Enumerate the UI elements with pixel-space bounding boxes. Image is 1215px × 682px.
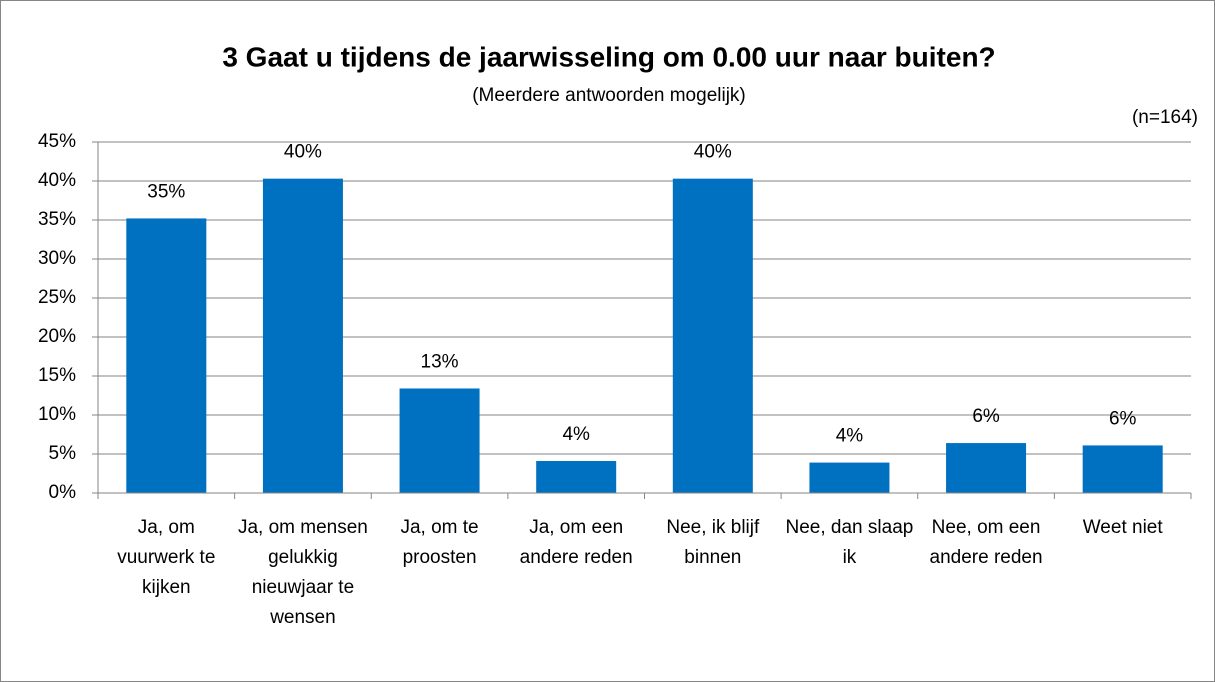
bar (946, 443, 1027, 493)
y-tick-label: 25% (38, 287, 76, 308)
bar (399, 388, 480, 493)
y-tick-label: 0% (49, 482, 77, 503)
data-label: 35% (147, 181, 185, 202)
bar (809, 462, 890, 493)
y-tick-label: 30% (38, 248, 76, 269)
x-tick-label: Ja, om een andere reden (519, 517, 633, 568)
x-tick-label: Ja, om te proosten (400, 517, 479, 568)
data-label: 40% (694, 142, 732, 163)
chart-subtitle: (Meerdere antwoorden mogelijk) (472, 85, 746, 106)
y-tick-label: 45% (38, 131, 76, 152)
data-label: 6% (972, 406, 1000, 427)
data-label: 13% (421, 351, 459, 372)
bar (1082, 445, 1163, 493)
x-tick-label: Nee, ik blijf binnen (666, 517, 760, 568)
x-tick-label: Weet niet (1082, 517, 1163, 538)
y-tick-label: 40% (38, 170, 76, 191)
bar (126, 218, 207, 493)
x-tick-label: Ja, om vuurwerk te kijken (117, 517, 216, 598)
data-label: 4% (562, 424, 590, 445)
sample-size: (n=164) (1132, 107, 1198, 128)
bar (672, 178, 753, 493)
bar (262, 178, 343, 493)
y-tick-label: 10% (38, 404, 76, 425)
x-tick-label: Nee, dan slaap ik (785, 517, 914, 568)
data-label: 40% (284, 142, 322, 163)
y-tick-label: 5% (49, 443, 77, 464)
y-tick-label: 15% (38, 365, 76, 386)
data-label: 6% (1109, 408, 1137, 429)
chart-title: 3 Gaat u tijdens de jaarwisseling om 0.0… (222, 41, 995, 72)
x-tick-label: Ja, om mensen gelukkig nieuwjaar te wens… (237, 517, 368, 628)
x-tick-label: Nee, om een andere reden (929, 517, 1043, 568)
bar (536, 461, 617, 493)
data-label: 4% (836, 426, 864, 447)
y-tick-label: 20% (38, 326, 76, 347)
y-tick-label: 35% (38, 209, 76, 230)
